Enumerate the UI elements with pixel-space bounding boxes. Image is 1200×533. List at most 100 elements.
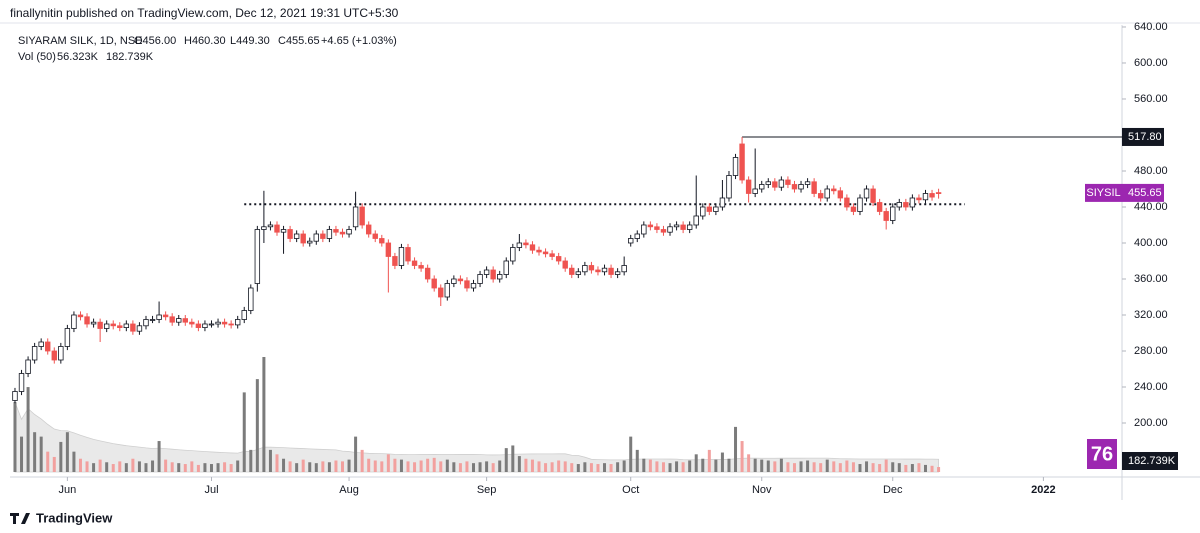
candle-body xyxy=(516,242,523,248)
candle-body xyxy=(732,157,739,176)
candle-body xyxy=(903,202,909,208)
candle-body xyxy=(575,271,582,275)
candle-body xyxy=(608,267,614,275)
candle-body xyxy=(398,247,405,266)
volume-bar xyxy=(367,458,371,472)
last-price-symbol-box xyxy=(1085,183,1122,202)
candle-body xyxy=(58,346,64,361)
volume-bar xyxy=(354,436,358,472)
volume-bar xyxy=(819,463,823,472)
volume-bar xyxy=(517,456,521,472)
candle-body xyxy=(614,271,621,275)
candle-body xyxy=(31,346,38,361)
volume-bar xyxy=(491,463,495,472)
volume-bar xyxy=(452,462,456,472)
volume-bar xyxy=(878,464,882,472)
candle-body xyxy=(221,321,228,325)
volume-bar xyxy=(445,459,449,472)
volume-bar xyxy=(701,458,705,472)
candle-body xyxy=(896,202,902,208)
volume-bar xyxy=(170,462,174,472)
candle-body xyxy=(418,265,424,269)
candle-body xyxy=(18,373,25,392)
candle-body xyxy=(25,359,31,374)
candle-body xyxy=(267,224,274,228)
candle-body xyxy=(248,287,254,311)
x-tick-label: Jul xyxy=(204,484,218,496)
volume-bar xyxy=(530,459,534,472)
candle-body xyxy=(392,256,398,266)
volume-bar xyxy=(596,464,600,472)
candle-body xyxy=(110,323,116,327)
volume-bar xyxy=(46,451,50,472)
candle-body xyxy=(424,267,431,280)
candle-body xyxy=(935,192,942,194)
volume-bar xyxy=(144,463,148,472)
volume-bar xyxy=(59,441,63,472)
candle-body xyxy=(634,233,640,239)
badge-box xyxy=(1087,439,1117,469)
candle-body xyxy=(84,316,90,325)
candle-body xyxy=(333,229,339,233)
candle-body xyxy=(582,265,588,273)
candle-body xyxy=(876,202,883,212)
volume-bar xyxy=(223,462,227,472)
candle-body xyxy=(641,224,647,235)
volume-bar xyxy=(740,441,744,472)
candle-body xyxy=(549,253,555,257)
volume-bar xyxy=(439,461,443,472)
volume-bar xyxy=(635,449,639,472)
volume-bar xyxy=(537,461,541,472)
candle-body xyxy=(97,321,103,329)
x-tick-label: Dec xyxy=(883,484,903,496)
volume-bar xyxy=(314,463,318,472)
volume-bar xyxy=(891,462,895,472)
candle-body xyxy=(686,224,693,230)
volume-bar xyxy=(727,458,731,472)
volume-bar xyxy=(380,461,384,472)
volume-bar xyxy=(773,461,777,472)
volume-bar xyxy=(760,459,764,472)
candle-body xyxy=(785,179,791,185)
volume-bar xyxy=(65,432,69,472)
candle-body xyxy=(156,314,162,320)
volume-bar xyxy=(92,463,96,472)
candle-body xyxy=(189,321,195,325)
volume-bar xyxy=(216,463,220,472)
candle-body xyxy=(745,179,752,194)
candle-body xyxy=(280,229,287,233)
candle-body xyxy=(726,175,732,199)
volume-bar xyxy=(917,463,921,472)
last-price-box xyxy=(1122,183,1164,202)
candle-body xyxy=(844,197,850,208)
volume-bar xyxy=(406,461,410,472)
volume-bar xyxy=(747,454,751,472)
volume-bar xyxy=(308,462,312,472)
volume-bar xyxy=(190,461,194,472)
volume-bar xyxy=(39,436,43,472)
candle-body xyxy=(274,224,280,233)
volume-bar xyxy=(118,461,122,472)
candle-body xyxy=(490,269,496,280)
volume-bar xyxy=(570,463,574,472)
candle-body xyxy=(38,341,44,347)
volume-bar xyxy=(196,464,200,472)
candle-body xyxy=(752,188,758,194)
candle-body xyxy=(12,391,18,401)
candle-body xyxy=(431,278,437,289)
candle-body xyxy=(457,278,464,282)
candle-body xyxy=(307,240,313,244)
candle-body xyxy=(772,181,778,188)
candle-body xyxy=(346,229,352,235)
volume-bar xyxy=(249,449,253,472)
candle-body xyxy=(202,323,208,328)
candle-body xyxy=(857,197,863,212)
candle-body xyxy=(366,224,372,235)
volume-bar xyxy=(85,461,89,472)
candle-body xyxy=(71,314,77,329)
footer-brand: TradingView xyxy=(36,510,113,525)
candle-body xyxy=(90,321,97,325)
volume-bar xyxy=(347,459,351,472)
volume-bar xyxy=(478,462,482,472)
candle-body xyxy=(811,181,817,194)
